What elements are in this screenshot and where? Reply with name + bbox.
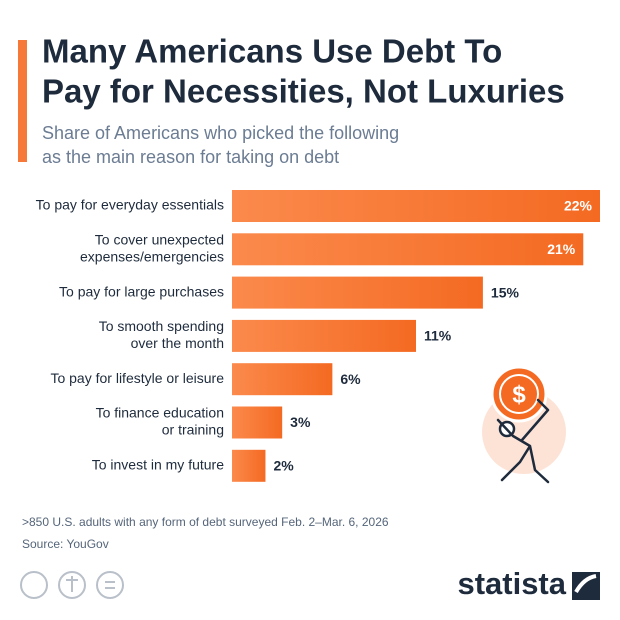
- bar: [232, 363, 333, 396]
- bar: [232, 319, 416, 352]
- bar: [232, 233, 584, 266]
- brand: statista: [457, 566, 566, 601]
- category-label: or training: [162, 422, 224, 438]
- bar: [232, 276, 483, 309]
- icon-figure: [496, 398, 550, 484]
- chart-title: Pay for Necessities, Not Luxuries: [42, 73, 565, 110]
- note: >850 U.S. adults with any form of debt s…: [22, 515, 389, 529]
- icon-symbol: $: [512, 381, 526, 408]
- chart-subtitle: as the main reason for taking on debt: [42, 147, 339, 167]
- value-label: 3%: [290, 414, 311, 430]
- category-label: To pay for everyday essentials: [36, 197, 224, 213]
- category-label: over the month: [131, 335, 224, 351]
- by-icon: [58, 571, 86, 599]
- category-label: To pay for lifestyle or leisure: [50, 370, 224, 386]
- license-glyphs: [66, 576, 115, 592]
- value-label: 22%: [564, 198, 593, 214]
- icon: $: [482, 365, 566, 484]
- value-label: 21%: [547, 241, 576, 257]
- value-label: 6%: [340, 371, 361, 387]
- category-label: To cover unexpected: [95, 232, 224, 248]
- chart-title: Many Americans Use Debt To: [42, 33, 502, 70]
- value-label: 2%: [273, 458, 294, 474]
- bar: [232, 406, 283, 439]
- category-label: expenses/emergencies: [80, 249, 224, 265]
- brand-mark-stroke: [574, 574, 597, 594]
- bar: [232, 449, 266, 482]
- source: Source: YouGov: [22, 537, 109, 551]
- brand-mark: [572, 572, 600, 600]
- license-icons: [20, 571, 124, 599]
- category-label: To finance education: [96, 405, 224, 421]
- nd-icon: [96, 571, 124, 599]
- chart-subtitle: Share of Americans who picked the follow…: [42, 123, 399, 143]
- value-label: 15%: [491, 284, 520, 300]
- category-label: To pay for large purchases: [59, 283, 224, 299]
- cc-icon: [20, 571, 48, 599]
- bar: [232, 190, 600, 222]
- icon-coin-ring: [499, 374, 539, 414]
- value-label: 11%: [424, 328, 452, 344]
- category-label: To smooth spending: [99, 318, 224, 334]
- accent-bar: [18, 40, 27, 162]
- category-label: To invest in my future: [92, 457, 224, 473]
